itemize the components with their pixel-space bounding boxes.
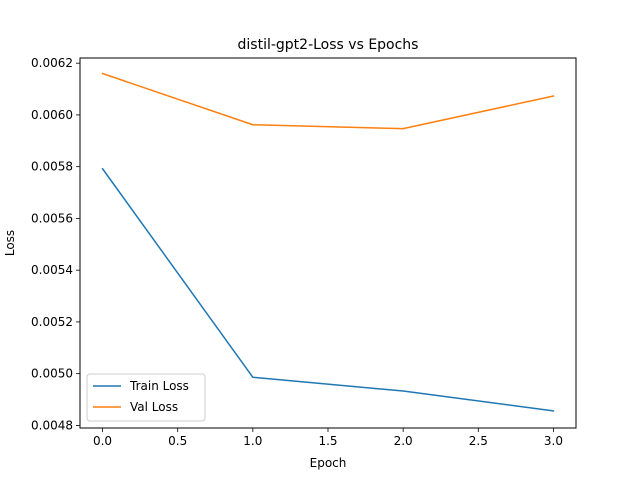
y-tick-label: 0.0052 bbox=[31, 315, 73, 329]
y-tick-label: 0.0062 bbox=[31, 56, 73, 70]
series-line-val-loss bbox=[101, 72, 555, 130]
y-axis-label: Loss bbox=[3, 230, 17, 256]
y-tick-label: 0.0060 bbox=[31, 108, 73, 122]
x-axis-ticks: 0.0 0.5 1.0 1.5 2.0 2.5 3.0 bbox=[93, 428, 563, 448]
x-tick-label: 2.5 bbox=[469, 434, 488, 448]
y-tick-label: 0.0050 bbox=[31, 367, 73, 381]
y-tick-label: 0.0054 bbox=[31, 263, 73, 277]
series-line-train-loss bbox=[101, 167, 555, 412]
x-tick-label: 1.5 bbox=[318, 434, 337, 448]
x-axis-label: Epoch bbox=[310, 456, 347, 470]
legend-label-val-loss: Val Loss bbox=[130, 400, 178, 414]
y-axis-ticks: 0.0048 0.0050 0.0052 0.0054 0.0056 0.0058 0.00… bbox=[31, 56, 80, 432]
x-tick-label: 0.5 bbox=[168, 434, 187, 448]
x-tick-label: 3.0 bbox=[544, 434, 563, 448]
x-tick-label: 2.0 bbox=[394, 434, 413, 448]
x-tick-label: 1.0 bbox=[243, 434, 262, 448]
y-tick-label: 0.0048 bbox=[31, 418, 73, 432]
plot-frame bbox=[79, 57, 577, 429]
series-lines bbox=[101, 72, 555, 412]
legend: Train Loss Val Loss bbox=[86, 373, 206, 422]
y-tick-label: 0.0056 bbox=[31, 211, 73, 225]
y-tick-label: 0.0058 bbox=[31, 160, 73, 174]
x-tick-label: 0.0 bbox=[93, 434, 112, 448]
chart-title: distil-gpt2-Loss vs Epochs bbox=[238, 37, 419, 53]
legend-label-train-loss: Train Loss bbox=[129, 379, 189, 393]
